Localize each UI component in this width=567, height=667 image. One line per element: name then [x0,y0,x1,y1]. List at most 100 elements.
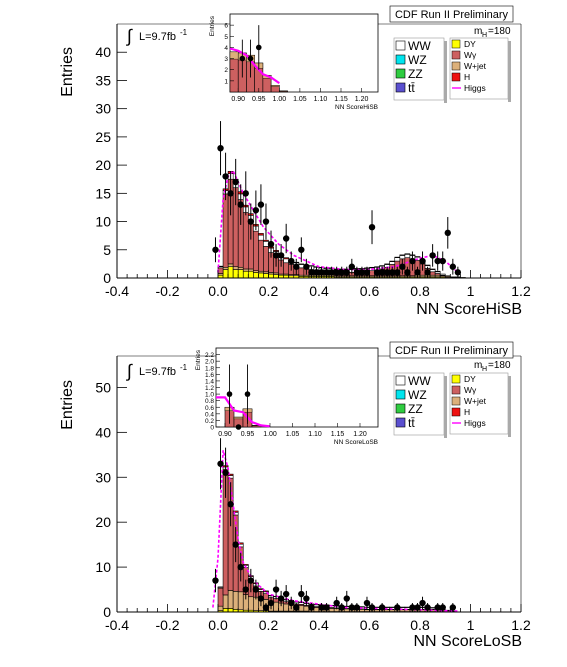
header-text: CDF Run II Preliminary [395,9,509,21]
stack-bar-H-10 [263,239,269,242]
y-tick-label: 40 [95,424,111,440]
legend-swatch-Wjet [451,61,461,71]
stack-bar-DY-3 [227,608,234,613]
inset-x-tick-label: 0.95 [252,96,266,103]
stack-bar-WW-46 [444,275,451,277]
x-tick-label: 0.8 [410,617,430,633]
stack-bar-DY-12 [273,274,279,279]
legend-label-Wgamma: Wγ [464,385,477,395]
stack-bar-WW-14 [283,258,289,264]
mass-subscript: H [482,366,487,373]
stack-bar-Wgamma-9 [258,239,264,272]
x-tick-label: -0.4 [105,617,129,633]
data-point [454,269,462,276]
stack-bar-DY-7 [248,270,254,279]
integral-symbol: ∫ [125,361,133,381]
data-point [308,269,315,276]
data-point [217,144,224,152]
mass-value: =180 [488,360,511,371]
stack-bar-DY-3 [227,266,234,279]
data-point [293,604,300,611]
stack-bar-H-43 [429,268,436,270]
inset-bar-top [270,85,280,87]
stack-bar-Wgamma-6 [242,212,249,270]
legend-right-shadow [508,41,511,102]
data-point [419,257,426,265]
stack-bar-H-33 [379,265,385,267]
inset-y-tick-label: 0.6 [205,405,214,412]
data-point [323,269,330,276]
data-point [424,269,431,276]
inset-y-tick-label: 1.0 [205,392,214,399]
mass-subscript: H [482,32,487,39]
inset-y-tick-label: 1.2 [205,385,214,392]
inset-x-tick-label: 1.00 [273,96,287,103]
data-point [439,257,446,265]
legend-label-Higgs: Higgs [464,83,486,93]
data-point [303,595,310,602]
data-point [353,604,361,611]
inset-data-point [235,424,242,430]
data-point [343,269,350,276]
data-point [394,269,401,276]
data-point [409,604,416,611]
legend-swatch-ZZ [395,403,406,414]
legend-swatch-DY [451,39,461,49]
inset-y-tick-label: 3 [224,56,228,63]
data-point [338,604,345,611]
legend-swatch-WW [395,375,406,386]
stack-bar-H-4 [232,510,239,513]
data-point [282,235,290,242]
legend-label-H: H [464,407,470,417]
data-point [282,590,290,598]
inset-y-tick-label: 1.4 [205,378,214,385]
legend-label-ttbar: tt̄ [408,416,415,430]
stack-bar-Wjet-17 [298,605,305,612]
stack-bar-Wgamma-10 [263,246,269,273]
data-point [434,257,441,265]
data-point [288,257,295,265]
x-tick-label: 0.0 [208,283,228,299]
data-point [338,269,345,276]
data-point [363,269,371,276]
stack-bar-H-42 [424,264,431,266]
legend-left-shadow [444,41,447,103]
data-point [368,604,376,611]
x-tick-label: -0.4 [105,283,129,299]
panel-top: -0.4 -0.2 0.0 0.2 0.4 0.6 0.8 1 1.20510152025303… [59,5,531,318]
stack-bar-Wjet-5 [237,266,244,270]
data-point [353,269,361,276]
legend-label-H: H [464,72,470,82]
data-point [272,252,280,259]
stack-bar-DY-9 [258,272,264,279]
stack-bar-Wjet-18 [303,605,310,612]
inset-panel: 0.90 0.95 1.00 1.05 1.10 1.15 1.20 1 2 3 4 5 6 NN Sco… [209,13,379,111]
legend-label-Wjet: W+jet [464,61,487,71]
stack-bar-DY-2 [222,269,229,279]
stack-bar-Wjet-4 [232,266,239,270]
data-point [247,218,255,225]
inset-y-axis-label: Entries [209,15,216,36]
inset-x-tick-label: 1.05 [286,431,300,438]
data-point [308,604,315,611]
inset-bar-top [279,90,288,92]
inset-y-tick-label: 4 [224,45,228,52]
legend-swatch-ttbar [395,82,406,93]
data-point [277,595,285,602]
inset-y-tick-label: 0.4 [205,411,214,418]
data-point [383,269,391,276]
inset-y-tick-label: 2.2 [205,352,214,359]
legend-label-ZZ: ZZ [408,67,423,81]
stack-bar-H-3 [227,473,234,476]
inset-y-tick-label: 5 [224,34,228,41]
inset-higgs-curve [229,47,280,85]
stack-bar-H-14 [283,257,289,260]
stack-bar-Wjet-3 [227,590,234,609]
legend-label-WW: WW [408,39,431,53]
data-point [257,201,265,208]
stack-bar-Wgamma-14 [283,262,289,275]
data-point [313,269,320,276]
stack-bar-H-17 [298,263,305,265]
data-point [419,599,426,607]
